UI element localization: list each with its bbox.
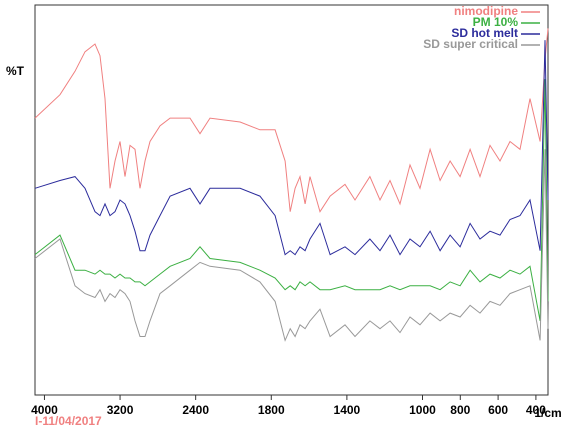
spectrum-line — [34, 40, 549, 256]
x-tick-label: 2400 — [182, 403, 209, 417]
x-axis-label: 1/cm — [534, 406, 561, 420]
x-tick-label: 4000 — [31, 403, 58, 417]
spectrum-line — [34, 149, 549, 342]
x-tick-label: 400 — [526, 403, 546, 417]
legend-label: nimodipine — [454, 4, 518, 18]
x-tick-label: 3200 — [107, 403, 134, 417]
legend-label: SD super critical — [423, 37, 518, 51]
x-tick-label: 800 — [450, 403, 470, 417]
y-axis-label: %T — [6, 64, 25, 78]
plot-frame — [34, 4, 549, 396]
x-tick-label: 1800 — [258, 403, 285, 417]
x-tick-label: 1400 — [334, 403, 361, 417]
spectrum-line — [34, 79, 549, 321]
legend-label: PM 10% — [473, 15, 519, 29]
legend-label: SD hot melt — [451, 26, 518, 40]
x-tick-label: 1000 — [409, 403, 436, 417]
x-tick-label: 600 — [488, 403, 508, 417]
spectrum-line — [34, 28, 549, 213]
footnote: I-11/04/2017 — [35, 414, 102, 428]
